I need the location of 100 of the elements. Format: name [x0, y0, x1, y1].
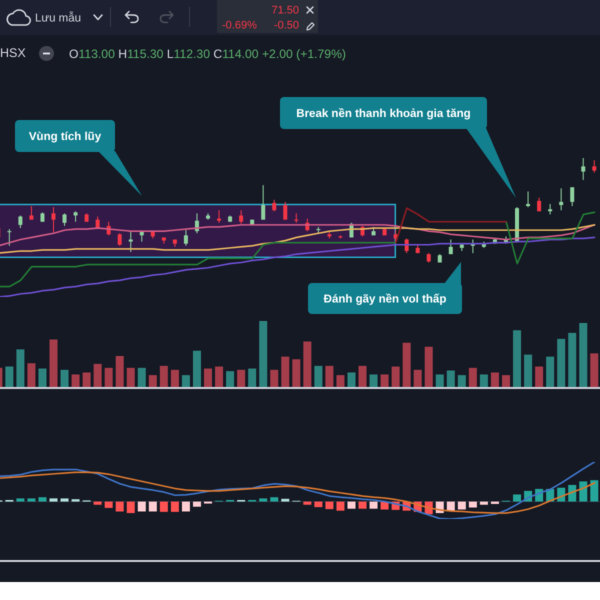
candlestick	[448, 239, 453, 255]
bar	[480, 502, 488, 505]
bar	[424, 346, 433, 387]
bar	[138, 502, 146, 512]
candlestick	[184, 230, 188, 246]
bar	[303, 341, 312, 387]
candlestick	[261, 184, 266, 220]
bar	[402, 342, 411, 387]
candlestick	[128, 230, 133, 253]
bar	[314, 366, 322, 387]
candlestick	[294, 212, 298, 224]
bar	[170, 502, 179, 512]
candlestick	[559, 188, 564, 211]
bar	[259, 498, 268, 502]
text: Lưu mẫu	[35, 12, 82, 24]
bar	[281, 498, 290, 502]
candlestick	[62, 212, 67, 226]
candlestick	[74, 210, 78, 222]
bar	[160, 502, 168, 512]
bar	[94, 364, 102, 387]
text: -0.50	[274, 20, 299, 32]
bar	[568, 332, 576, 387]
bar	[590, 480, 598, 502]
text: Vùng tích lũy	[28, 131, 102, 144]
bar	[50, 339, 58, 387]
bar	[502, 375, 510, 387]
bar	[446, 370, 455, 387]
candlestick	[40, 212, 44, 222]
candlestick	[592, 160, 596, 174]
candlestick	[581, 158, 586, 180]
bar	[16, 498, 24, 502]
bar	[270, 370, 278, 387]
text: Break nền thanh khoản gia tăng	[296, 108, 471, 120]
candlestick	[272, 199, 276, 212]
bar	[281, 356, 290, 387]
bar	[192, 502, 201, 507]
bar	[458, 502, 466, 510]
bar	[414, 370, 422, 387]
bar	[468, 502, 477, 508]
bar	[27, 363, 36, 387]
bar	[436, 374, 444, 387]
bar	[50, 498, 58, 502]
bar	[490, 372, 499, 387]
bar	[38, 497, 46, 502]
bar	[358, 366, 367, 387]
bar	[336, 502, 344, 511]
chart-title: HSX	[0, 46, 26, 60]
bar	[358, 502, 367, 509]
bar	[380, 374, 389, 387]
bar	[303, 502, 312, 505]
candlestick	[7, 228, 12, 246]
bar	[72, 499, 80, 502]
bar	[82, 372, 91, 387]
bar	[579, 481, 588, 502]
bar	[182, 502, 190, 512]
bar	[347, 502, 356, 509]
bar	[557, 338, 566, 387]
bar	[546, 356, 554, 387]
candlestick	[526, 190, 530, 208]
bar	[116, 502, 124, 512]
bar	[347, 372, 356, 387]
bar	[116, 356, 124, 387]
text: Đánh gãy nền vol thấp	[324, 294, 446, 306]
bar	[524, 354, 532, 387]
bar	[292, 359, 300, 387]
bar	[126, 368, 135, 387]
bar	[16, 349, 24, 387]
bar	[325, 366, 334, 387]
bar	[468, 368, 477, 387]
bar	[138, 368, 146, 387]
bar	[148, 502, 157, 512]
bar	[160, 366, 168, 387]
candlestick	[217, 210, 222, 224]
bar	[204, 368, 212, 387]
bar	[27, 498, 36, 502]
bar	[458, 375, 466, 387]
bar	[325, 502, 334, 510]
bar	[370, 374, 378, 387]
bar	[336, 375, 344, 387]
bar	[579, 322, 588, 387]
candlestick	[537, 197, 542, 212]
candlestick	[283, 201, 288, 220]
bar	[170, 370, 179, 387]
bar	[314, 502, 322, 508]
candlestick	[548, 203, 552, 215]
bar	[38, 368, 46, 387]
bar	[126, 502, 135, 514]
bar	[148, 375, 157, 387]
bar	[215, 366, 224, 387]
bar	[535, 366, 544, 387]
chart-subtitle: O113.00 H115.30 L112.30 C114.00 +2.00 (+1.79%)	[69, 47, 346, 61]
bar	[60, 370, 69, 387]
bar	[370, 502, 378, 509]
bar	[237, 370, 246, 387]
candlestick	[426, 252, 431, 264]
bar	[104, 368, 113, 387]
bar	[5, 366, 14, 387]
bar	[248, 368, 256, 387]
bar	[94, 502, 102, 505]
text: -0.69%	[222, 20, 258, 32]
